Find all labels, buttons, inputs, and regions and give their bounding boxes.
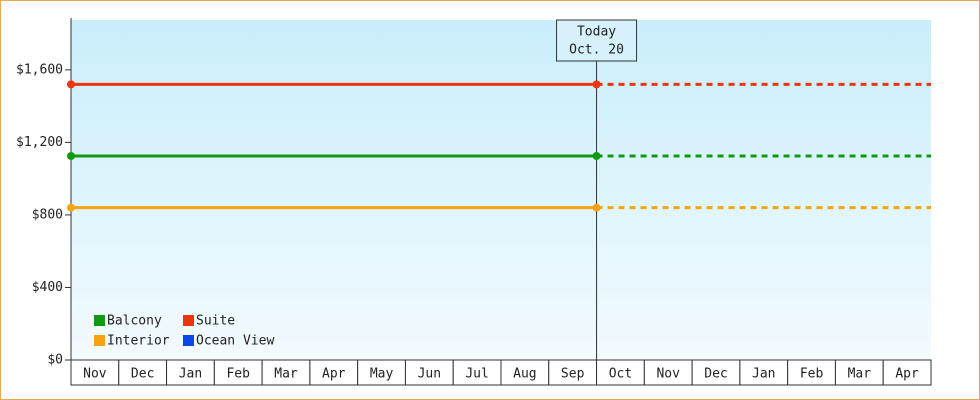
point	[67, 203, 75, 212]
x-tick-label: Jun	[418, 367, 441, 382]
y-tick-label: $800	[32, 207, 63, 222]
x-tick-label: Feb	[800, 367, 824, 382]
legend-swatch	[183, 315, 194, 326]
x-tick-label: Apr	[895, 367, 919, 382]
x-cell	[261, 359, 311, 386]
x-tick-label: Dec	[131, 367, 154, 382]
x-cell	[357, 359, 406, 386]
x-tick-label: Nov	[83, 367, 107, 382]
x-tick-label: Jan	[179, 367, 202, 382]
point	[67, 152, 75, 160]
x-tick-label: Mar	[274, 367, 298, 382]
x-cell	[452, 359, 502, 386]
y-tick-label: $0	[47, 353, 63, 368]
x-tick-label: Dec	[704, 367, 727, 382]
x-tick-label: Aug	[513, 367, 536, 382]
x-tick-label: Mar	[848, 367, 872, 382]
x-tick-label: Feb	[226, 367, 250, 382]
today-date: Oct. 20	[569, 43, 624, 58]
x-tick-label: May	[370, 367, 394, 382]
y-tick-label: $1,600	[16, 62, 63, 77]
x-tick-label: Jan	[752, 367, 775, 382]
point	[592, 152, 601, 160]
x-tick-label: Oct	[609, 367, 632, 382]
today-label: Today	[577, 25, 616, 40]
today-box	[556, 19, 638, 62]
point	[592, 80, 601, 89]
point	[592, 203, 601, 212]
plot-background	[71, 20, 931, 360]
y-tick-label: $400	[32, 280, 63, 295]
y-tick-label: $1,200	[16, 135, 63, 150]
x-cell	[643, 359, 693, 386]
x-tick-label: Sep	[561, 367, 585, 382]
x-cell	[787, 359, 836, 386]
legend-label: Interior	[107, 334, 170, 349]
x-tick-label: Nov	[656, 367, 680, 382]
legend-label: Suite	[196, 314, 235, 329]
x-cell	[548, 359, 598, 386]
legend-label: Ocean View	[196, 334, 274, 349]
legend-swatch	[94, 335, 105, 346]
x-tick-label: Jul	[465, 367, 488, 382]
legend-swatch	[94, 315, 105, 326]
x-tick-label: Apr	[322, 367, 346, 382]
x-cell	[882, 359, 932, 386]
legend-label: Balcony	[107, 314, 162, 329]
legend-swatch	[183, 335, 194, 346]
x-cell	[739, 359, 789, 386]
point	[67, 80, 75, 89]
x-cell	[166, 359, 215, 386]
